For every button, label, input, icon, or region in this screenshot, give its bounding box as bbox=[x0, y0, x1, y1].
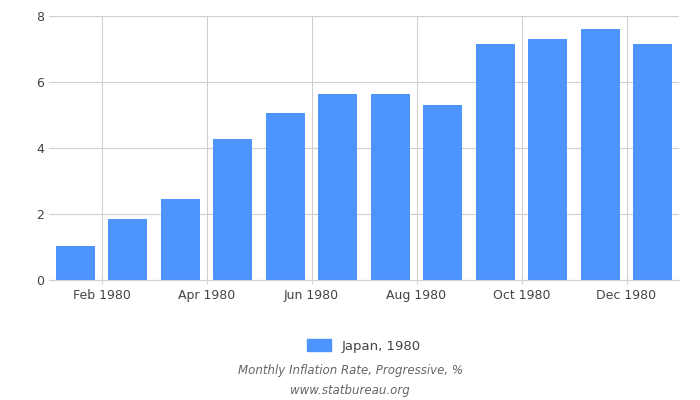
Bar bbox=[580, 29, 620, 280]
Bar bbox=[55, 246, 95, 280]
Bar bbox=[318, 94, 358, 280]
Bar bbox=[475, 44, 515, 280]
Bar bbox=[108, 219, 148, 280]
Bar bbox=[633, 44, 673, 280]
Text: Monthly Inflation Rate, Progressive, %: Monthly Inflation Rate, Progressive, % bbox=[237, 364, 463, 377]
Bar bbox=[213, 139, 253, 280]
Text: www.statbureau.org: www.statbureau.org bbox=[290, 384, 410, 397]
Bar bbox=[423, 105, 463, 280]
Bar bbox=[160, 199, 200, 280]
Bar bbox=[528, 39, 568, 280]
Bar bbox=[370, 94, 410, 280]
Legend: Japan, 1980: Japan, 1980 bbox=[302, 334, 426, 358]
Bar bbox=[265, 113, 305, 280]
